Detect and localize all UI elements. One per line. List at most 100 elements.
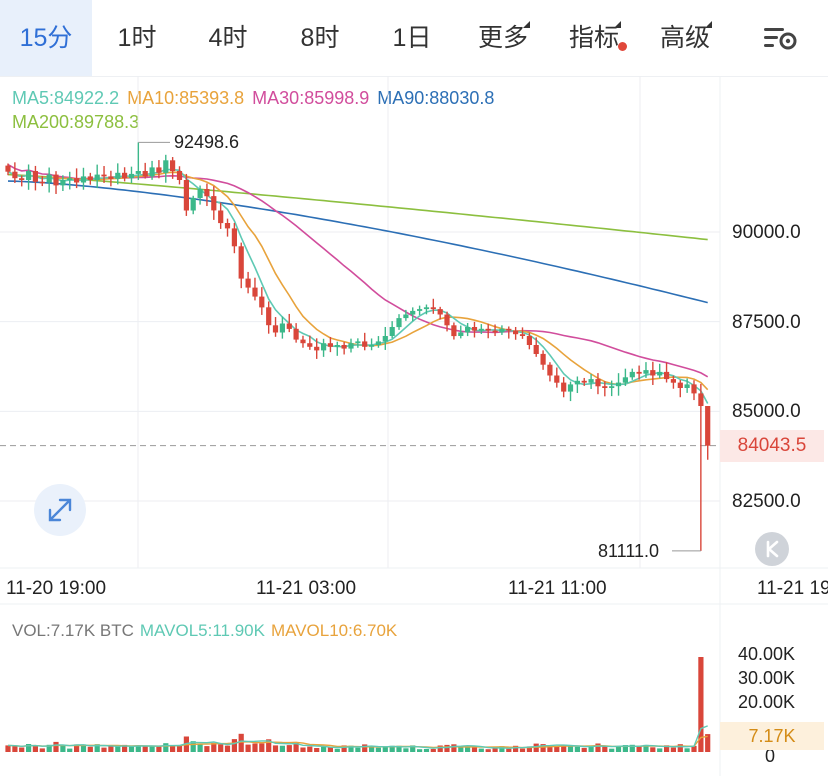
- volume-bar: [101, 747, 107, 752]
- volume-bar: [46, 744, 52, 752]
- volume-bar: [19, 747, 25, 752]
- volume-bar: [190, 741, 196, 752]
- candle-body: [156, 167, 162, 173]
- ma90-legend: MA90:88030.8: [377, 88, 495, 108]
- candle-body: [657, 371, 663, 376]
- candle-body: [272, 325, 279, 333]
- ma200-line: [7, 173, 708, 241]
- candle-body: [307, 343, 313, 347]
- volume-bar: [519, 748, 526, 752]
- ma-legend-row-2: MA200:89788.3: [12, 112, 147, 133]
- expand-button[interactable]: [34, 484, 86, 536]
- volume-bar: [574, 746, 580, 752]
- time-label-2: 11-21 03:00: [256, 578, 357, 599]
- tab-label: 1日: [392, 24, 432, 52]
- candle-body: [101, 174, 107, 177]
- return-latest-button[interactable]: [755, 532, 789, 566]
- candle-body: [636, 371, 642, 374]
- candle-body: [698, 393, 704, 406]
- candle-body: [650, 370, 656, 376]
- volume-bar: [471, 746, 478, 752]
- candle-body: [231, 228, 237, 247]
- candle-body: [238, 246, 244, 279]
- candle-body: [149, 167, 155, 177]
- settings-gear-icon[interactable]: [760, 22, 800, 54]
- volume-bar: [677, 744, 683, 752]
- volume-bar: [128, 746, 135, 752]
- candle-body: [87, 176, 93, 180]
- volume-bar: [53, 741, 59, 752]
- tab-4[interactable]: 8时: [274, 0, 366, 76]
- volume-bar: [588, 746, 594, 752]
- volume-bar: [12, 746, 18, 752]
- candle-body: [465, 327, 471, 333]
- candle-body: [279, 323, 285, 333]
- ma30-legend: MA30:85998.9: [252, 88, 370, 108]
- candle-body: [115, 172, 121, 179]
- volume-bar: [602, 746, 608, 752]
- candle-body: [622, 377, 628, 383]
- candle-body: [513, 330, 519, 335]
- price-chart[interactable]: [0, 76, 828, 776]
- candle-body: [46, 174, 52, 183]
- candle-body: [670, 379, 676, 383]
- candle-body: [94, 174, 100, 180]
- candle-body: [128, 173, 135, 179]
- volume-bar: [94, 744, 100, 752]
- volume-bar: [650, 747, 656, 752]
- volume-axis-label-30k: 30.00K: [738, 668, 796, 688]
- volume-bar: [581, 747, 587, 752]
- candle-body: [170, 160, 176, 172]
- volume-bar: [26, 744, 32, 752]
- time-label-1: 11-20 19:00: [6, 578, 107, 599]
- volume-bar: [204, 746, 210, 752]
- candle-body: [259, 296, 265, 308]
- candle-body: [437, 309, 443, 315]
- tab-3[interactable]: 4时: [182, 0, 274, 76]
- volume-bar: [561, 746, 567, 752]
- mavol10-legend: MAVOL10:6.70K: [270, 621, 398, 640]
- candle-body: [80, 176, 87, 183]
- volume-bar: [272, 745, 279, 752]
- candle-body: [615, 382, 622, 387]
- candle-body: [375, 341, 381, 345]
- candle-body: [389, 327, 395, 336]
- candle-body: [519, 334, 526, 336]
- mavol5-legend: MAVOL5:11.90K: [139, 621, 265, 640]
- volume-bar: [636, 746, 642, 752]
- k-line-return-icon: [766, 540, 779, 558]
- candle-body: [183, 180, 189, 211]
- volume-bar: [389, 745, 395, 752]
- volume-bar: [396, 745, 402, 752]
- volume-bar: [540, 744, 546, 752]
- volume-bar: [245, 744, 251, 752]
- candle-body: [355, 341, 361, 344]
- candle-body: [163, 160, 169, 173]
- expand-arrows-icon: [48, 498, 72, 522]
- candle-body: [19, 178, 25, 180]
- tab-6[interactable]: 更多: [458, 0, 548, 76]
- candle-body: [403, 314, 409, 319]
- volume-bar: [142, 746, 148, 752]
- volume-bar: [67, 748, 73, 752]
- volume-bar: [122, 744, 128, 752]
- volume-bar: [382, 746, 388, 752]
- volume-bar: [115, 746, 121, 752]
- tab-8[interactable]: 高级: [640, 0, 730, 76]
- volume-bar: [348, 745, 354, 752]
- candle-body: [60, 180, 66, 186]
- volume-bar: [341, 745, 347, 752]
- price-axis-label-82500: 82500.0: [732, 491, 801, 512]
- tab-7[interactable]: 指标: [548, 0, 640, 76]
- candle-body: [218, 210, 224, 224]
- tab-5[interactable]: 1日: [366, 0, 458, 76]
- volume-bar: [108, 746, 114, 752]
- tab-1[interactable]: 15分: [0, 0, 92, 76]
- volume-bar: [691, 745, 697, 752]
- notification-dot: [618, 42, 627, 51]
- candle-body: [533, 345, 539, 354]
- ma90-line: [7, 180, 708, 304]
- volume-bar: [465, 746, 471, 752]
- ma5-legend: MA5:84922.2: [12, 88, 120, 108]
- tab-2[interactable]: 1时: [92, 0, 182, 76]
